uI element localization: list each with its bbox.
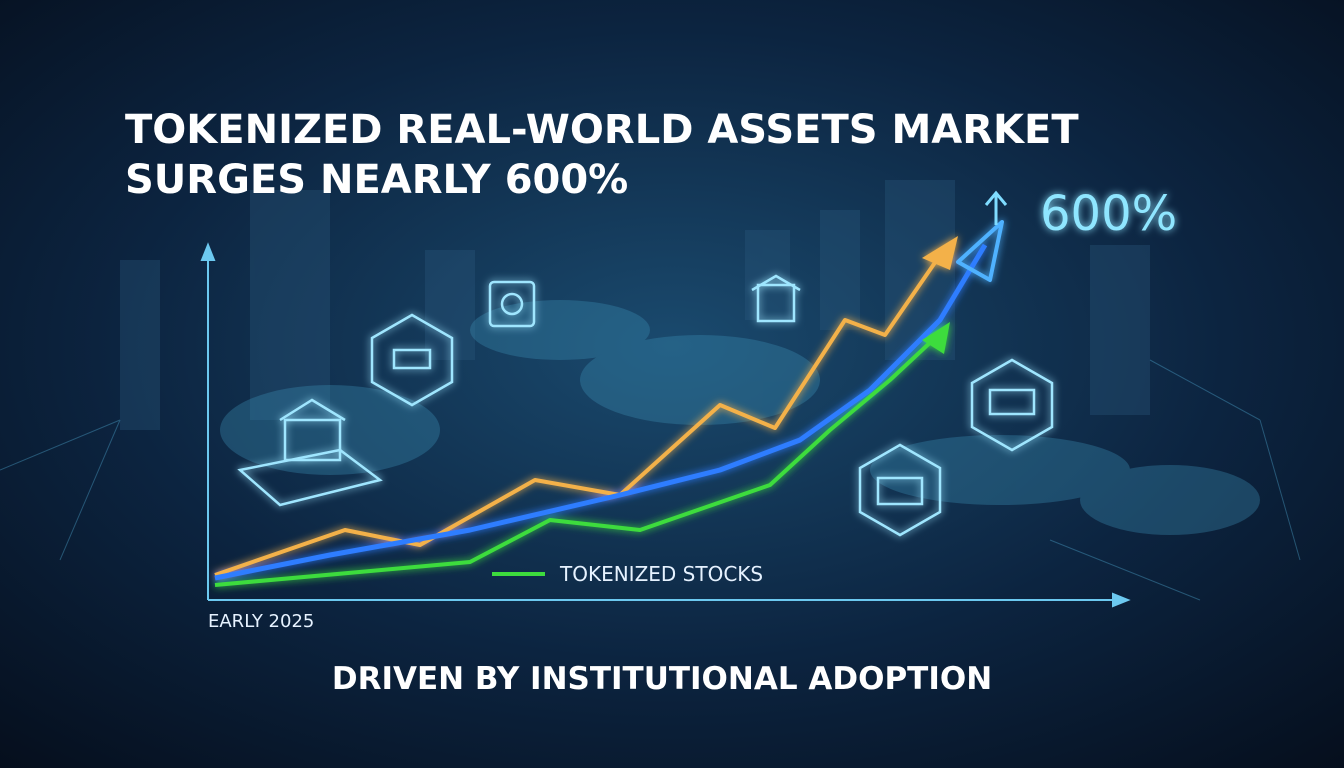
orange-arrow	[922, 236, 958, 270]
icons	[237, 274, 1054, 537]
footer-text: DRIVEN BY INSTITUTIONAL ADOPTION	[332, 661, 992, 697]
axes	[200, 242, 1131, 608]
y-arrow	[200, 242, 216, 261]
callout-label: 600%	[1040, 186, 1177, 242]
up-arrow	[984, 190, 1008, 225]
network	[0, 359, 1301, 601]
green-line	[214, 336, 937, 587]
trend-lines	[214, 220, 1004, 587]
blue-arrow	[956, 220, 1004, 282]
green-arrow	[922, 322, 950, 354]
title-line: TOKENIZED REAL-WORLD ASSETS MARKET	[125, 107, 1079, 153]
title-line: SURGES NEARLY 600%	[125, 157, 628, 203]
orange-line	[214, 246, 947, 577]
blue-line	[214, 243, 988, 581]
world-map	[220, 300, 1260, 535]
towers	[120, 180, 1150, 430]
legend-label: TOKENIZED STOCKS	[559, 562, 763, 586]
x-arrow	[1112, 592, 1131, 608]
x-axis-label: EARLY 2025	[208, 611, 314, 632]
